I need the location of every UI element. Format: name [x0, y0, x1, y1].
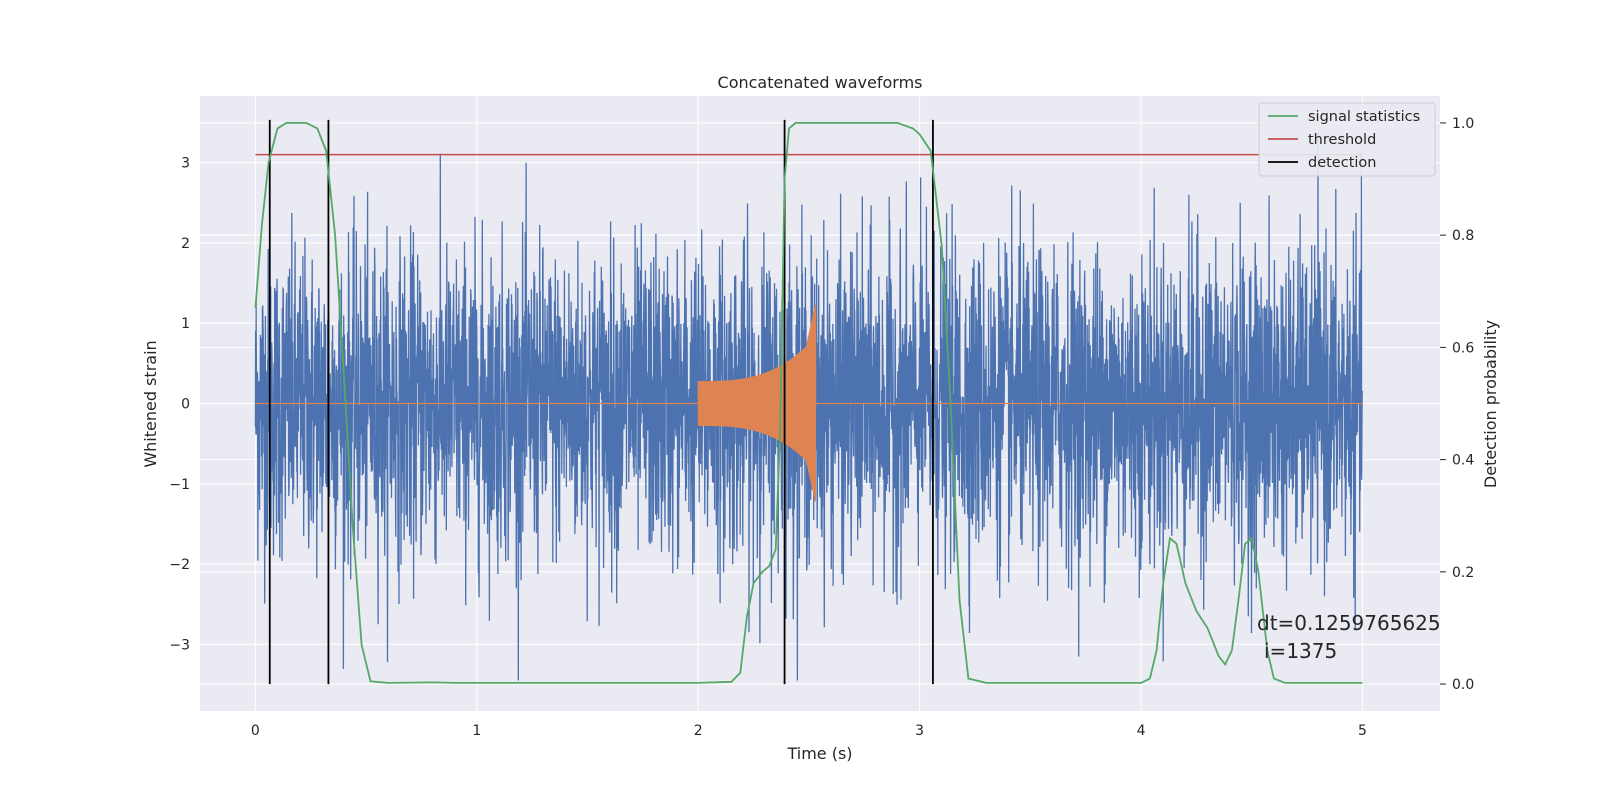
y2-tick-label-4: 0.8 — [1452, 228, 1474, 244]
legend: signal statistics threshold detection — [1258, 102, 1436, 177]
signal-statistics-line — [254, 122, 1363, 684]
y2-tick-label-1: 0.2 — [1452, 565, 1474, 581]
y-tick-label-4: 1 — [181, 316, 190, 332]
injection-series-line — [255, 304, 1363, 502]
y2-tick-label-2: 0.4 — [1452, 453, 1474, 469]
x-axis-label: Time (s) — [786, 744, 852, 763]
x-axis-ticks: 0 1 2 3 4 5 — [251, 723, 1367, 739]
y2-axis-ticks: 0.0 0.2 0.4 0.6 0.8 1.0 — [1440, 116, 1474, 693]
y-tick-label-5: 2 — [181, 236, 190, 252]
x-tick-label-5: 5 — [1358, 723, 1367, 739]
legend-label-threshold: threshold — [1308, 132, 1376, 148]
annotation-index: i=1375 — [1264, 639, 1337, 663]
legend-label-signal-statistics: signal statistics — [1308, 109, 1420, 125]
y-axis-ticks: −3 −2 −1 0 1 2 3 — [169, 156, 190, 654]
legend-box — [1258, 102, 1436, 177]
y2-axis-label: Detection probability — [1481, 320, 1500, 488]
y-tick-label-3: 0 — [181, 397, 190, 413]
y2-tick-label-0: 0.0 — [1452, 677, 1474, 693]
y2-tick-label-3: 0.6 — [1452, 340, 1474, 356]
x-tick-label-0: 0 — [251, 723, 260, 739]
x-tick-label-3: 3 — [915, 723, 924, 739]
y-tick-label-6: 3 — [181, 156, 190, 172]
annotation-dt: dt=0.1259765625 — [1257, 611, 1441, 635]
y-axis-label: Whitened strain — [141, 340, 160, 467]
y-tick-label-2: −1 — [169, 477, 190, 493]
x-tick-label-4: 4 — [1137, 723, 1146, 739]
chart-title: Concatenated waveforms — [718, 73, 923, 92]
plot-content — [254, 119, 1364, 685]
y-tick-label-0: −3 — [169, 637, 190, 653]
legend-label-detection: detection — [1308, 155, 1376, 171]
y-tick-label-1: −2 — [169, 557, 190, 573]
y2-tick-label-5: 1.0 — [1452, 116, 1474, 132]
x-tick-label-2: 2 — [694, 723, 703, 739]
x-tick-label-1: 1 — [472, 723, 481, 739]
